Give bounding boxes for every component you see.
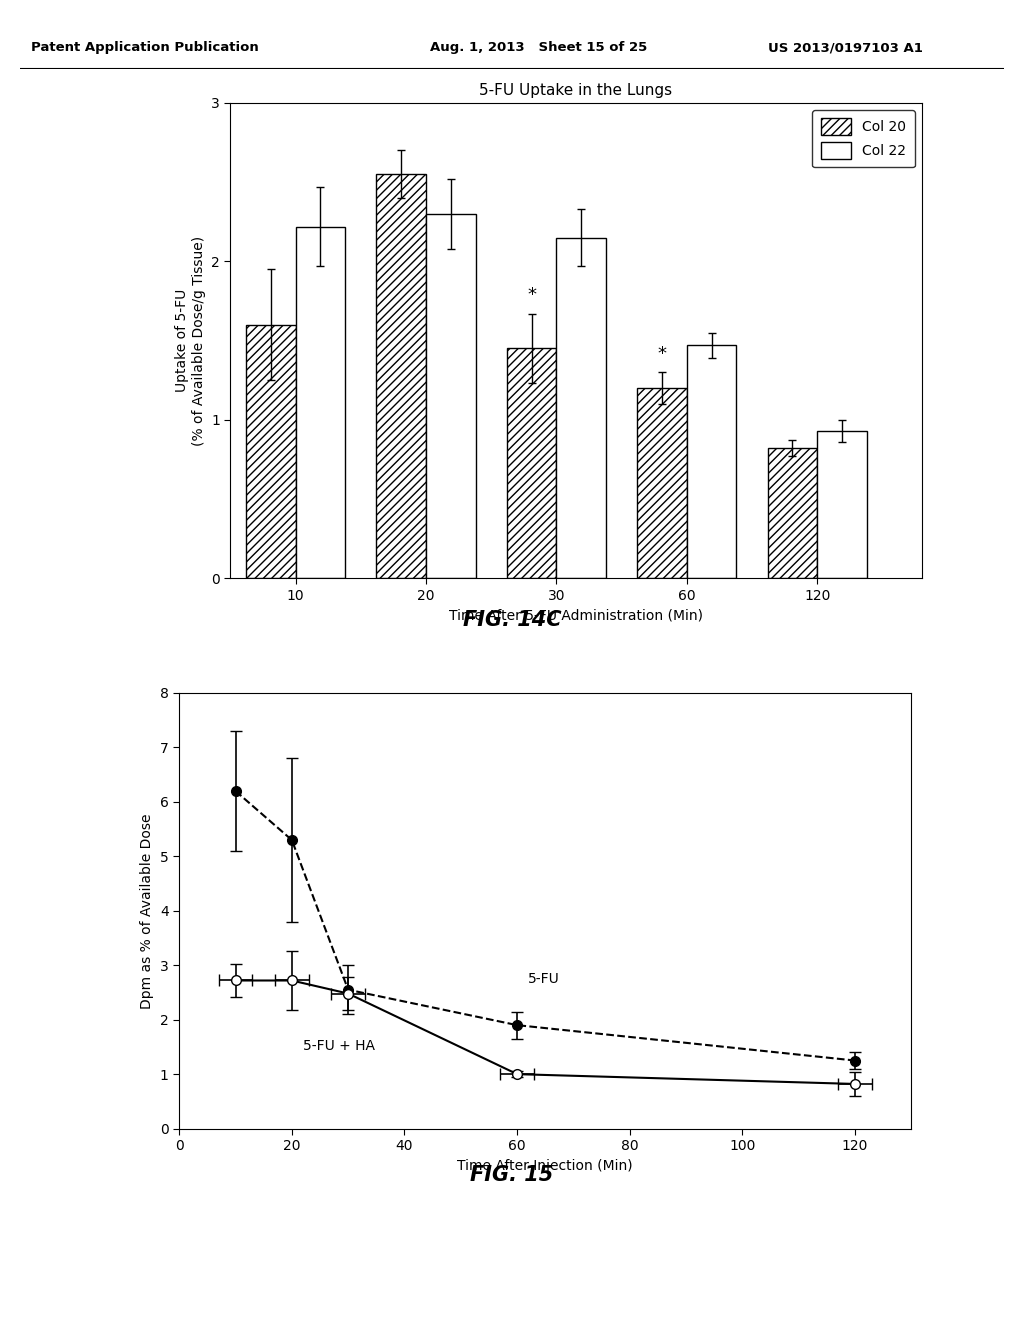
Text: 5-FU + HA: 5-FU + HA [303,1039,375,1053]
Text: FIG. 14C: FIG. 14C [463,610,561,631]
Title: 5-FU Uptake in the Lungs: 5-FU Uptake in the Lungs [479,83,673,98]
Bar [296,227,345,578]
Bar [817,430,867,578]
Bar [556,238,606,578]
Bar [426,214,475,578]
Text: 5-FU: 5-FU [528,972,560,986]
Bar [687,346,736,578]
Text: Patent Application Publication: Patent Application Publication [31,41,258,54]
Y-axis label: Uptake of 5-FU
(% of Available Dose/g Tissue): Uptake of 5-FU (% of Available Dose/g Ti… [175,235,206,446]
Bar [507,348,556,578]
Text: *: * [527,286,537,304]
Text: FIG. 15: FIG. 15 [470,1164,554,1185]
Text: *: * [657,345,667,363]
Y-axis label: Dpm as % of Available Dose: Dpm as % of Available Dose [140,813,155,1008]
Text: Aug. 1, 2013   Sheet 15 of 25: Aug. 1, 2013 Sheet 15 of 25 [430,41,647,54]
Bar [377,174,426,578]
Bar [246,325,296,578]
X-axis label: Time After 5-FU Administration (Min): Time After 5-FU Administration (Min) [449,609,703,622]
Legend: Col 20, Col 22: Col 20, Col 22 [812,110,914,168]
X-axis label: Time After Injection (Min): Time After Injection (Min) [458,1159,633,1172]
Bar [637,388,687,578]
Text: US 2013/0197103 A1: US 2013/0197103 A1 [768,41,923,54]
Bar [768,449,817,578]
